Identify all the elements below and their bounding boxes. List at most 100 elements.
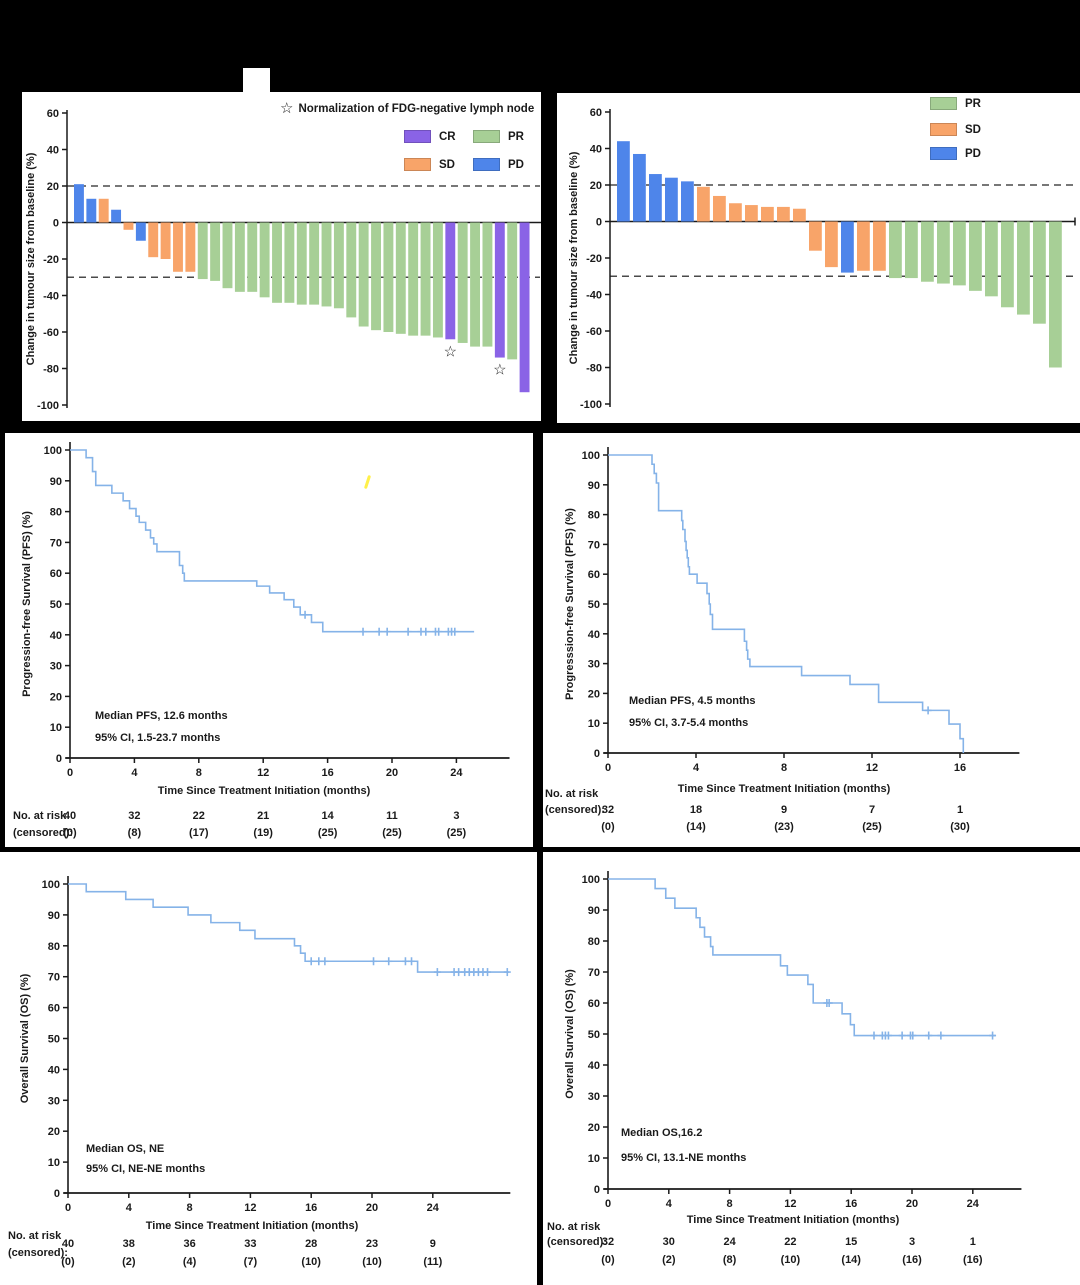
bar-pr — [346, 222, 357, 318]
risk-n: 32 — [128, 810, 140, 822]
bar-pr — [395, 222, 406, 334]
y-tick-label: 40 — [588, 1060, 600, 1072]
y-tick-label: 100 — [44, 445, 62, 457]
star-marker: ☆ — [493, 362, 506, 379]
y-tick-label: -60 — [586, 326, 602, 338]
risk-censored: (16) — [902, 1254, 922, 1266]
bar-cr — [519, 222, 530, 393]
bar-pr — [985, 221, 998, 297]
bar-sd — [173, 222, 183, 272]
legend-label: CR — [439, 130, 456, 143]
y-tick-label: -40 — [586, 290, 602, 302]
x-tick-label: 24 — [967, 1198, 980, 1210]
risk-table-label: (censored): — [545, 804, 605, 816]
star-note: ☆ Normalization of FDG-negative lymph no… — [280, 101, 534, 116]
bar-sd — [777, 206, 790, 222]
panel-os-a: 100 90 80 70 60 50 40 30 20 10 0 0 4 8 12 16 20 24 Overall… — [0, 852, 537, 1285]
bar-pd — [841, 221, 854, 273]
x-axis-label: Time Since Treatment Initiation (months) — [145, 1220, 359, 1232]
bar-pd — [649, 174, 662, 222]
risk-censored: (4) — [183, 1256, 197, 1268]
y-tick-label: 70 — [48, 972, 60, 984]
risk-n: 38 — [123, 1238, 135, 1250]
median-annotation: Median PFS, 12.6 months — [95, 710, 228, 722]
x-tick-label: 12 — [257, 767, 269, 779]
y-tick-label: -80 — [43, 364, 59, 376]
risk-censored: (10) — [301, 1256, 321, 1268]
bar-pr — [1017, 221, 1030, 315]
y-tick-label: 50 — [48, 1034, 60, 1046]
risk-censored: (14) — [686, 821, 706, 833]
y-tick-label: 30 — [50, 661, 62, 673]
bar-pr — [1001, 221, 1014, 308]
risk-censored: (0) — [63, 827, 77, 839]
bar-pr — [969, 221, 982, 291]
km-curve — [70, 449, 475, 633]
risk-table-label: No. at risk — [547, 1221, 601, 1233]
y-tick-label: 80 — [50, 507, 62, 519]
bar-pr — [197, 222, 208, 280]
x-tick-label: 4 — [126, 1202, 133, 1214]
bar-sd — [857, 221, 870, 271]
panel-os-b: 100 90 80 70 60 50 40 30 20 10 0 0 4 8 12 16 20 24 Overall… — [543, 852, 1080, 1285]
ci-annotation: 95% CI, NE-NE months — [86, 1163, 206, 1175]
risk-table-label: (censored): — [8, 1247, 68, 1259]
x-tick-label: 12 — [866, 762, 878, 774]
y-tick-label: 100 — [582, 874, 600, 886]
risk-n: 32 — [602, 1236, 614, 1248]
legend-item-sd: SD — [930, 123, 981, 136]
risk-n: 22 — [193, 810, 205, 822]
white-notch-artifact — [243, 68, 270, 94]
legend-label: PD — [965, 147, 981, 160]
risk-n: 40 — [64, 810, 76, 822]
bar-pr — [420, 222, 431, 336]
bar-sd — [713, 195, 726, 222]
y-tick-label: 60 — [588, 569, 600, 581]
bar-pr — [953, 221, 966, 286]
risk-censored: (0) — [601, 1254, 615, 1266]
risk-table-label: (censored): — [547, 1236, 607, 1248]
y-tick-label: -80 — [586, 363, 602, 375]
km-curve — [68, 883, 509, 973]
legend-label: SD — [965, 123, 981, 136]
risk-censored: (0) — [61, 1256, 75, 1268]
risk-censored: (2) — [662, 1254, 676, 1266]
risk-table-label: No. at risk — [8, 1230, 62, 1242]
bar-pr — [507, 222, 518, 360]
legend-item-pr: PR — [473, 130, 524, 143]
y-tick-label: 90 — [50, 476, 62, 488]
bar-pr — [470, 222, 481, 347]
risk-censored: (10) — [362, 1256, 382, 1268]
y-tick-label: 0 — [594, 1184, 600, 1196]
bar-sd — [873, 221, 886, 271]
y-tick-label: -100 — [580, 399, 602, 411]
y-tick-label: 30 — [588, 1091, 600, 1103]
ci-annotation: 95% CI, 13.1-NE months — [621, 1152, 747, 1164]
risk-censored: (10) — [781, 1254, 801, 1266]
bar-sd — [185, 222, 196, 272]
waterfall-b-plot: 60 40 20 0 -20 -40 -60 -80 -100 Change in tumour … — [568, 107, 1076, 411]
panel-waterfall-b: 60 40 20 0 -20 -40 -60 -80 -100 Change in tumour … — [557, 93, 1080, 423]
y-tick-label: 50 — [588, 599, 600, 611]
x-tick-label: 4 — [666, 1198, 673, 1210]
bar-sd — [761, 206, 774, 222]
bar-cr — [494, 222, 505, 358]
bar-pr — [408, 222, 419, 336]
x-tick-label: 8 — [187, 1202, 193, 1214]
y-tick-label: 20 — [588, 688, 600, 700]
y-tick-label: -100 — [37, 400, 59, 412]
panel-pfs-a: 100 90 80 70 60 50 40 30 20 10 0 0 4 8 12 16 20 24 Progres… — [5, 433, 533, 847]
bar-pr — [457, 222, 468, 343]
y-tick-label: 70 — [588, 539, 600, 551]
ci-annotation: 95% CI, 3.7-5.4 months — [629, 717, 749, 729]
x-tick-label: 8 — [196, 767, 202, 779]
risk-censored: (7) — [244, 1256, 258, 1268]
legend-item-sd: SD — [404, 158, 455, 171]
sd-swatch — [930, 123, 957, 136]
y-tick-label: 30 — [588, 659, 600, 671]
bar-pr — [358, 222, 369, 327]
risk-n: 3 — [909, 1236, 915, 1248]
median-annotation: Median OS,16.2 — [621, 1127, 703, 1139]
